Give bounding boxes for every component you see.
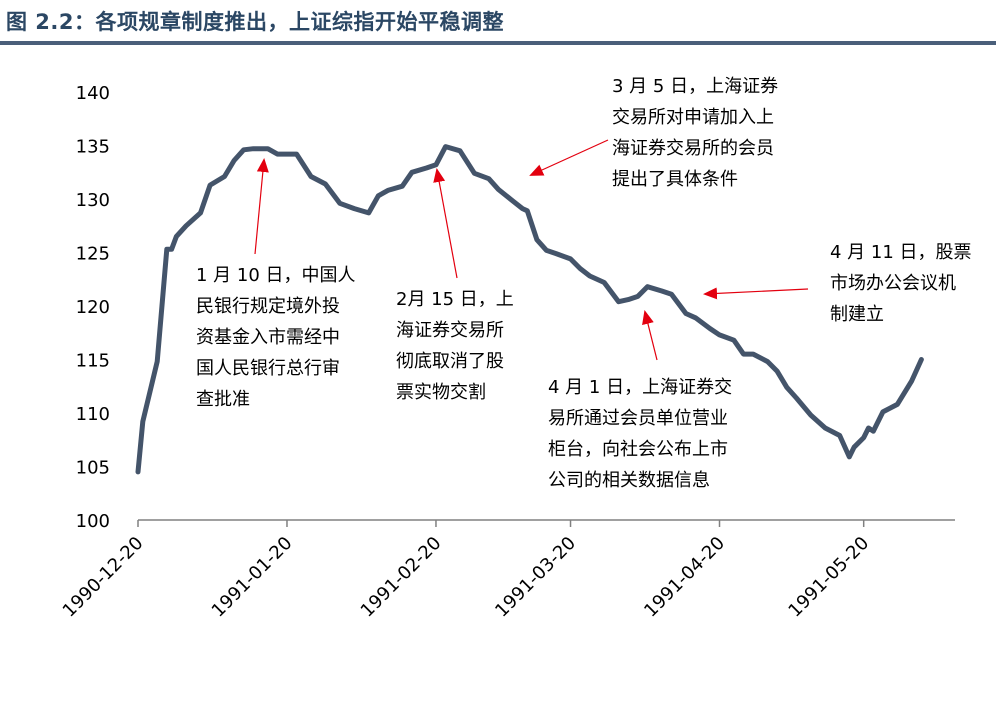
y-tick-label: 130 bbox=[76, 190, 110, 211]
annotation-3-line: 交易所对申请加入上 bbox=[612, 107, 774, 128]
annotation-1-line: 国人民银行总行审 bbox=[196, 358, 340, 379]
x-tick-label: 1991-04-20 bbox=[640, 533, 729, 622]
x-tick-label: 1991-01-20 bbox=[208, 533, 297, 622]
title-underline bbox=[0, 41, 996, 45]
annotation-3: 3 月 5 日，上海证券 交易所对申请加入上 海证券交易所的会员 提出了具体条件 bbox=[612, 71, 778, 195]
annotation-5-line: 制建立 bbox=[830, 304, 884, 325]
annotation-1-line: 查批准 bbox=[196, 389, 250, 410]
x-tick-label: 1990-12-20 bbox=[59, 533, 148, 622]
annotation-1-line: 1 月 10 日，中国人 bbox=[196, 265, 356, 286]
annotation-4-line: 4 月 1 日，上海证券交 bbox=[548, 377, 733, 398]
x-tick-label: 1991-02-20 bbox=[357, 533, 446, 622]
annotation-3-line: 海证券交易所的会员 bbox=[612, 138, 774, 159]
annotation-3-line: 提出了具体条件 bbox=[612, 169, 738, 190]
y-tick-label: 100 bbox=[76, 511, 110, 532]
y-tick-label: 120 bbox=[76, 297, 110, 318]
y-tick-label: 140 bbox=[76, 83, 110, 104]
x-tick-label: 1991-03-20 bbox=[491, 533, 580, 622]
annotation-2-line: 票实物交割 bbox=[396, 382, 486, 403]
annotation-arrow bbox=[529, 139, 609, 176]
annotation-1: 1 月 10 日，中国人 民银行规定境外投 资基金入市需经中 国人民银行总行审 … bbox=[196, 260, 356, 415]
annotation-5-line: 4 月 11 日，股票 bbox=[830, 242, 972, 263]
y-tick-label: 110 bbox=[76, 404, 110, 425]
annotation-2: 2月 15 日，上 海证券交易所 彻底取消了股 票实物交割 bbox=[396, 284, 514, 408]
annotation-arrows bbox=[254, 139, 809, 361]
series-line bbox=[135, 144, 924, 475]
y-axis: 100 105 110 115 120 125 130 135 140 bbox=[76, 83, 110, 532]
y-tick-label: 105 bbox=[76, 458, 110, 479]
annotation-2-line: 海证券交易所 bbox=[396, 320, 504, 341]
annotation-1-line: 民银行规定境外投 bbox=[196, 296, 340, 317]
annotation-5: 4 月 11 日，股票 市场办公会议机 制建立 bbox=[830, 237, 972, 330]
chart-title: 图 2.2：各项规章制度推出，上证综指开始平稳调整 bbox=[6, 10, 505, 34]
annotation-arrow bbox=[642, 310, 658, 361]
y-tick-label: 125 bbox=[76, 244, 110, 265]
annotation-arrow bbox=[433, 168, 458, 279]
annotation-4-line: 公司的相关数据信息 bbox=[548, 470, 710, 491]
annotation-arrow bbox=[703, 287, 809, 300]
annotation-2-line: 2月 15 日，上 bbox=[396, 289, 514, 310]
x-axis: 1990-12-20 1991-01-20 1991-02-20 1991-03-20… bbox=[59, 519, 955, 622]
annotation-2-line: 彻底取消了股 bbox=[396, 351, 504, 372]
annotation-4-line: 柜台，向社会公布上市 bbox=[548, 439, 728, 460]
annotation-arrow bbox=[254, 158, 269, 255]
y-tick-label: 115 bbox=[76, 351, 110, 372]
x-tick-label: 1991-05-20 bbox=[784, 533, 873, 622]
annotation-3-line: 3 月 5 日，上海证券 bbox=[612, 76, 779, 97]
annotation-1-line: 资基金入市需经中 bbox=[196, 327, 340, 348]
annotation-4-line: 易所通过会员单位营业 bbox=[548, 408, 728, 429]
y-tick-label: 135 bbox=[76, 137, 110, 158]
annotation-5-line: 市场办公会议机 bbox=[830, 273, 956, 294]
annotation-4: 4 月 1 日，上海证券交 易所通过会员单位营业 柜台，向社会公布上市 公司的相… bbox=[548, 372, 732, 496]
